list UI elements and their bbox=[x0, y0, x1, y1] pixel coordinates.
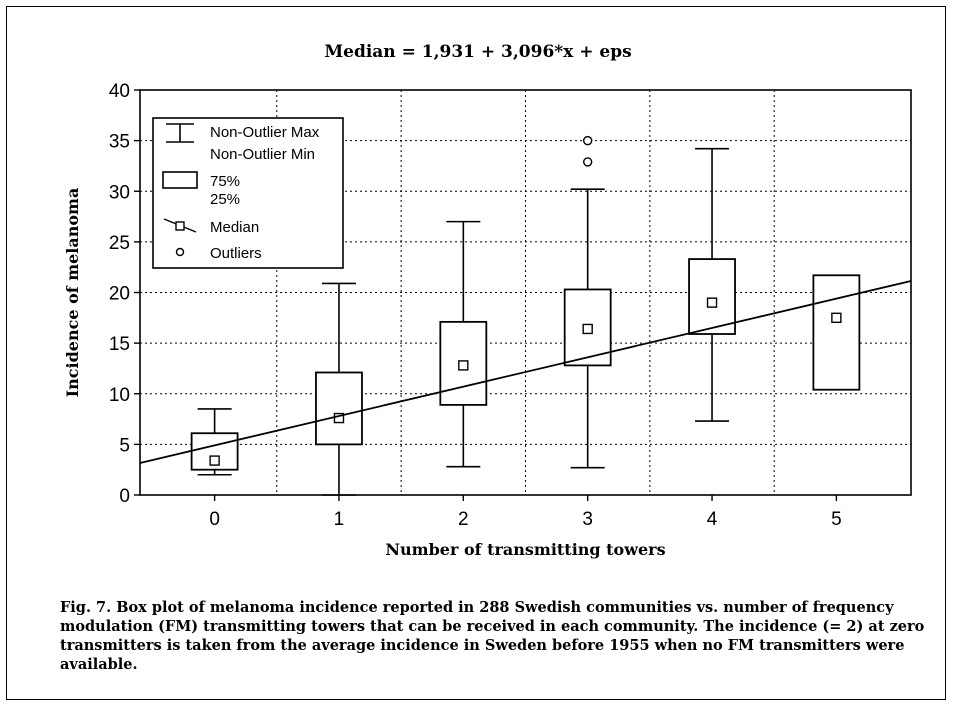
regression-line bbox=[139, 280, 912, 464]
legend-label-min: Non-Outlier Min bbox=[210, 146, 315, 163]
y-tick-label: 25 bbox=[109, 233, 130, 254]
y-tick-label: 0 bbox=[119, 486, 130, 507]
figure-caption: Fig. 7. Box plot of melanoma incidence r… bbox=[60, 599, 925, 673]
legend-box bbox=[152, 117, 344, 269]
y-tick-label: 20 bbox=[109, 284, 130, 305]
box-0 bbox=[190, 408, 239, 476]
axis-ticks: 0 5 10 15 20 25 30 35 40 0 1 2 3 4 5 bbox=[109, 81, 842, 530]
y-tick-label: 5 bbox=[119, 435, 130, 456]
y-tick-label: 15 bbox=[109, 334, 130, 355]
y-tick-label: 40 bbox=[109, 81, 130, 102]
legend-label-q1: 25% bbox=[210, 191, 240, 208]
y-tick-label: 35 bbox=[109, 132, 130, 153]
y-tick-label: 30 bbox=[109, 182, 130, 203]
box-iqr bbox=[190, 432, 239, 471]
median-marker bbox=[582, 323, 593, 335]
median-marker bbox=[209, 455, 220, 466]
legend-label-max: Non-Outlier Max bbox=[210, 124, 320, 141]
x-tick-label: 4 bbox=[707, 509, 718, 530]
outlier-point bbox=[582, 135, 593, 146]
box-iqr bbox=[688, 258, 736, 335]
legend-label-outliers: Outliers bbox=[210, 245, 262, 262]
x-axis-title: Number of transmitting towers bbox=[385, 540, 665, 559]
legend-label-median: Median bbox=[210, 219, 259, 236]
legend-label-q3: 75% bbox=[210, 173, 240, 190]
legend-box-symbol bbox=[162, 171, 198, 189]
box-4 bbox=[688, 147, 736, 422]
legend: Non-Outlier Max Non-Outlier Min 75%25% Medi… bbox=[152, 117, 344, 269]
box-iqr bbox=[315, 371, 363, 446]
y-axis-title: Incidence of melanoma bbox=[63, 188, 82, 398]
x-tick-label: 3 bbox=[582, 509, 593, 530]
grid-lines bbox=[140, 90, 911, 495]
box-series bbox=[190, 135, 861, 496]
x-tick-label: 5 bbox=[831, 509, 842, 530]
median-marker bbox=[333, 412, 345, 424]
median-marker bbox=[458, 360, 469, 371]
legend-outlier-marker bbox=[175, 247, 185, 257]
box-iqr bbox=[812, 274, 861, 391]
x-tick-label: 1 bbox=[334, 509, 345, 530]
median-marker bbox=[706, 297, 718, 308]
x-tick-label: 0 bbox=[209, 509, 220, 530]
x-tick-label: 2 bbox=[458, 509, 469, 530]
y-tick-label: 10 bbox=[109, 385, 130, 406]
median-marker bbox=[831, 312, 842, 324]
legend-median-marker bbox=[175, 221, 185, 231]
box-3 bbox=[563, 135, 612, 469]
box-5 bbox=[812, 274, 861, 391]
chart-title: Median = 1,931 + 3,096*x + eps bbox=[324, 42, 632, 62]
box-1 bbox=[315, 282, 363, 496]
regression-layer bbox=[139, 280, 912, 464]
box-2 bbox=[439, 220, 488, 468]
outlier-point bbox=[582, 157, 593, 167]
